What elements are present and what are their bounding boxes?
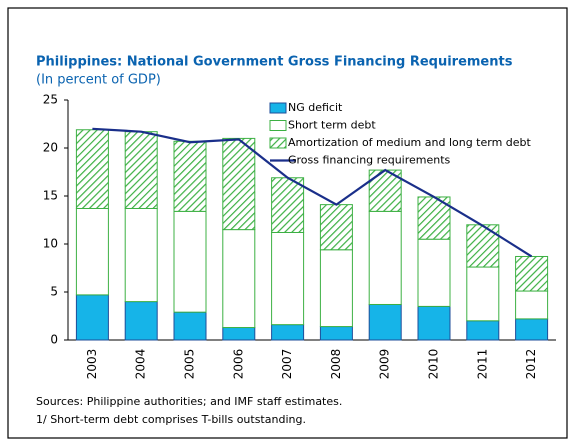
chart-title: Philippines: National Government Gross F… — [36, 55, 513, 70]
legend-label: Short term debt — [288, 119, 376, 132]
bar-segment — [466, 320, 500, 341]
bar-segment — [466, 266, 500, 322]
note: Sources: Philippine authorities; and IMF… — [36, 395, 342, 408]
y-tick-label: 25 — [43, 93, 58, 107]
note: 1/ Short-term debt comprises T-bills out… — [36, 413, 306, 426]
bar-segment — [417, 238, 451, 307]
bar-segment — [466, 224, 500, 268]
bar-segment — [124, 301, 158, 341]
x-tick-label: 2006 — [231, 349, 245, 380]
x-tick-label: 2004 — [134, 349, 148, 380]
bar-segment — [75, 294, 109, 341]
y-tick-label: 10 — [43, 237, 58, 251]
bar-segment — [75, 129, 109, 209]
x-tick-label: 2009 — [378, 349, 392, 380]
bar-segment — [515, 255, 549, 292]
bar-segment — [515, 318, 549, 341]
bar-segment — [271, 231, 305, 326]
bar-segment — [515, 290, 549, 320]
x-tick-label: 2003 — [85, 349, 99, 380]
bar-segment — [124, 131, 158, 209]
legend-swatch — [269, 120, 287, 131]
bar-segment — [271, 177, 305, 233]
y-tick-label: 15 — [43, 189, 58, 203]
bar-segment — [173, 210, 207, 313]
y-tick-label: 5 — [50, 285, 58, 299]
legend-swatch — [269, 102, 287, 114]
bar-segment — [222, 229, 256, 329]
y-tick-label: 20 — [43, 141, 58, 155]
bar-segment — [319, 204, 353, 251]
bar-segment — [368, 210, 402, 305]
bar-segment — [173, 311, 207, 341]
x-tick-label: 2008 — [329, 349, 343, 380]
bar-segment — [124, 207, 158, 303]
legend-label: Gross financing requirements — [288, 154, 451, 167]
bar-segment — [271, 324, 305, 341]
x-tick-label: 2005 — [183, 349, 197, 380]
bar-segment — [319, 326, 353, 341]
bar-segment — [173, 140, 207, 212]
bar-segment — [75, 207, 109, 296]
legend-swatch — [269, 137, 287, 149]
bar-segment — [417, 305, 451, 341]
x-tick-label: 2012 — [524, 349, 538, 380]
bar-segment — [368, 303, 402, 341]
y-tick-label: 0 — [50, 333, 58, 347]
x-tick-label: 2011 — [475, 349, 489, 380]
x-tick-label: 2010 — [427, 349, 441, 380]
bar-segment — [222, 327, 256, 341]
bar-segment — [222, 137, 256, 231]
legend-label: NG deficit — [288, 101, 343, 114]
x-tick-label: 2007 — [280, 349, 294, 380]
line — [92, 127, 533, 258]
legend-label: Amortization of medium and long term deb… — [288, 136, 532, 149]
bar-segment — [319, 249, 353, 328]
frame — [7, 7, 568, 439]
chart-subtitle: (In percent of GDP) — [36, 73, 161, 88]
